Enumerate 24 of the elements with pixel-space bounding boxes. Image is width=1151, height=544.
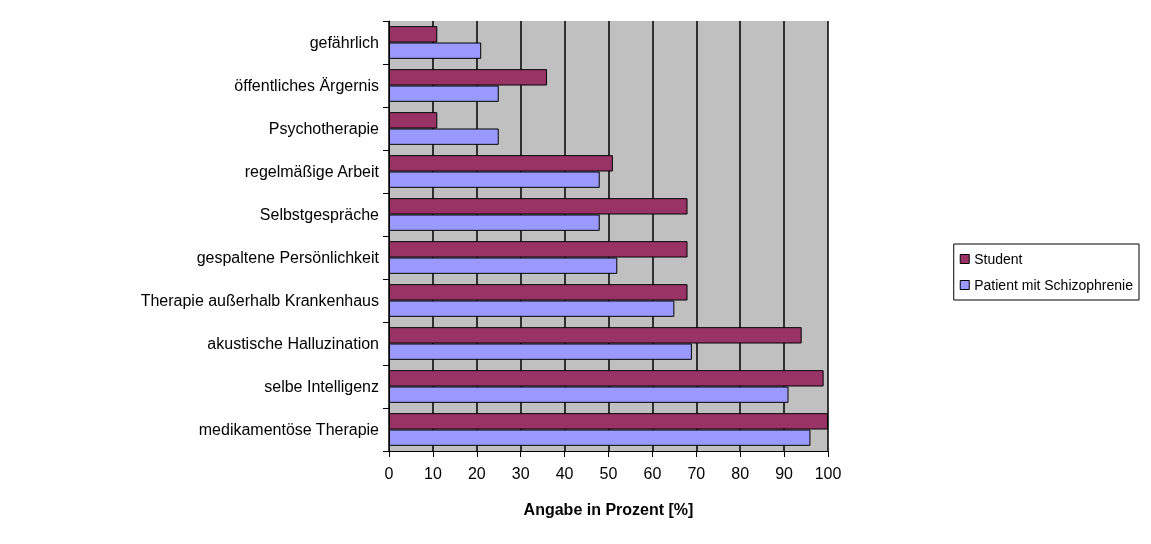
y-tick-label: akustische Halluzination <box>207 335 379 352</box>
y-tick-label: öffentliches Ärgernis <box>234 77 379 94</box>
x-tick-label: 60 <box>643 464 662 482</box>
x-tick-label: 90 <box>775 464 794 482</box>
y-tick-label: selbe Intelligenz <box>264 378 379 395</box>
y-tick-label: regelmäßige Arbeit <box>244 163 380 180</box>
y-tick-label: gespaltene Persönlichkeit <box>196 249 380 266</box>
x-tick-label: 70 <box>687 464 706 482</box>
x-tick-label: 100 <box>814 464 842 482</box>
y-tick-label: Selbstgespräche <box>259 206 380 223</box>
y-tick-label: gefährlich <box>309 34 379 51</box>
x-tick-label: 0 <box>384 464 394 482</box>
x-tick-label: 40 <box>555 464 574 482</box>
y-tick-label: Psychotherapie <box>268 120 380 137</box>
x-tick-label: 20 <box>467 464 486 482</box>
legend-label: Student <box>974 251 1023 267</box>
x-tick-label: 50 <box>599 464 618 482</box>
legend-label: Patient mit Schizophrenie <box>974 277 1134 293</box>
x-tick-label: 10 <box>424 464 442 482</box>
x-tick-label: 30 <box>511 464 530 482</box>
y-tick-label: Therapie außerhalb Krankenhaus <box>140 292 379 309</box>
x-tick-label: 80 <box>731 464 750 482</box>
x-axis-title: Angabe in Prozent [%] <box>523 500 694 518</box>
y-tick-label: medikamentöse Therapie <box>198 421 380 438</box>
